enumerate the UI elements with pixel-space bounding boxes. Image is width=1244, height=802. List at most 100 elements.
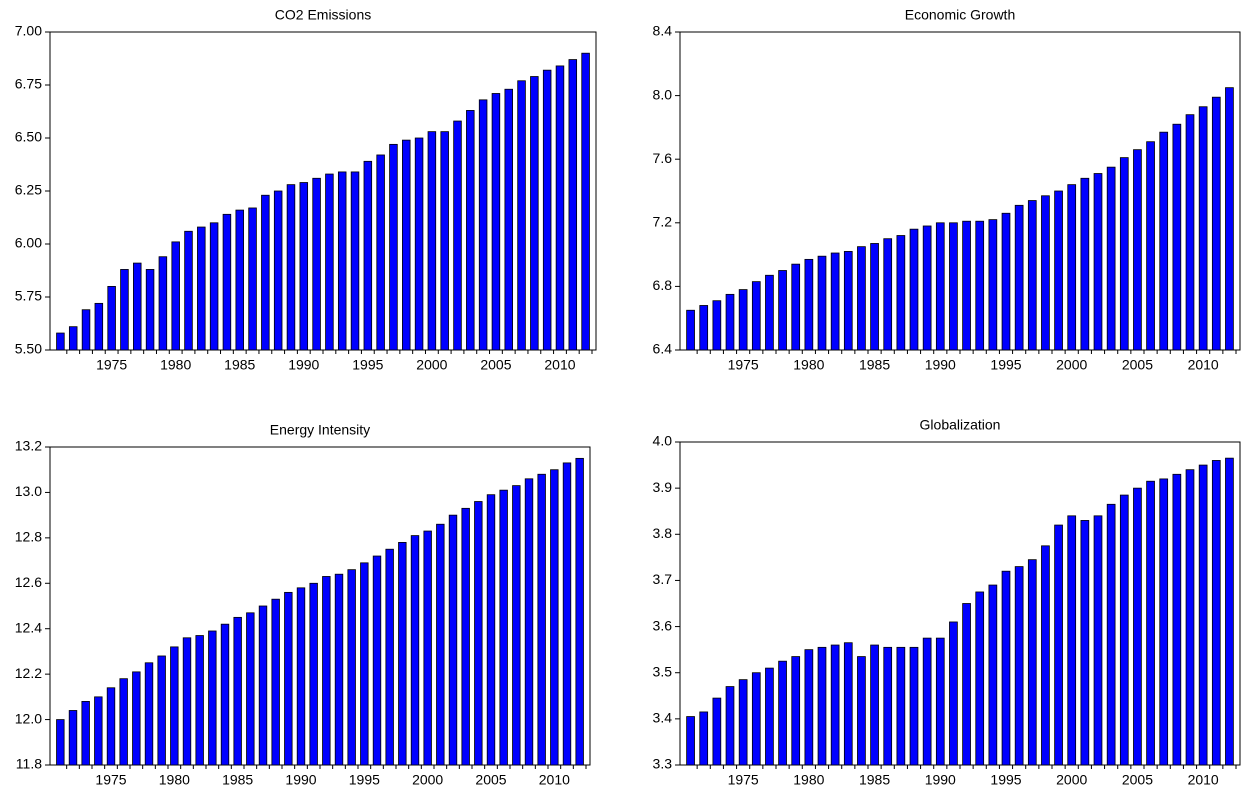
bar [461,507,470,766]
bar [144,662,154,766]
bar [233,616,242,766]
chart-title: Energy Intensity [270,422,370,438]
bar [1146,480,1155,766]
plot-frame [49,31,597,351]
bar [896,646,906,766]
bar [474,501,483,766]
bar [170,646,179,766]
bar [478,99,488,351]
bar [81,701,90,766]
bar-chart: Energy Intensity 11.8 12.0 12.2 12.4 12.6 12.8… [15,422,591,788]
bar [322,576,331,766]
x-tick-label: 1990 [288,357,319,373]
bar [517,80,526,351]
bar [935,637,945,766]
bar [182,637,192,766]
x-tick-label: 2005 [480,357,511,373]
bar [581,52,590,351]
bar [843,642,853,766]
bar [440,131,449,351]
bar [817,646,827,766]
bar [725,293,735,351]
bar [220,623,230,766]
bar [699,305,709,351]
bar [1054,190,1063,351]
y-tick-label: 12.4 [15,619,42,635]
x-tick-label: 2005 [475,772,506,788]
x-tick-label: 2010 [544,357,575,373]
bar [81,309,91,351]
bar [512,485,521,766]
bar [133,262,142,351]
bar [491,93,501,351]
bar [107,285,116,351]
x-tick-label: 2005 [1122,357,1153,373]
y-tick-label: 8.4 [653,23,673,39]
bar [1185,114,1195,351]
bar [568,59,578,351]
bar [273,190,283,351]
bar [68,326,78,351]
bar [334,573,344,766]
bar [542,69,552,351]
bar [1172,123,1182,351]
bar [427,131,437,351]
bar [1133,487,1142,766]
x-tick-label: 1985 [222,772,253,788]
bar [1080,177,1090,351]
bar [778,660,787,766]
bar [350,171,360,351]
bar [883,238,893,351]
bar [1198,464,1208,766]
x-tick-label: 1995 [990,772,1021,788]
bar [1211,96,1221,351]
bar [436,523,445,766]
x-tick-label: 1990 [925,357,956,373]
y-tick-label: 3.6 [653,617,673,633]
bar [376,154,385,351]
y-tick-label: 4.0 [653,433,673,449]
x-tick-label: 1990 [925,772,956,788]
bar [466,110,475,351]
x-tick-label: 1980 [793,357,824,373]
x-tick-label: 2010 [1188,357,1219,373]
bar [751,672,761,766]
x-tick-label: 1995 [990,357,1021,373]
bar [284,591,293,766]
x-tick-label: 2000 [412,772,443,788]
bar [738,679,748,766]
bar [699,711,709,766]
y-tick-label: 6.50 [15,129,42,145]
y-tick-label: 3.3 [653,756,673,772]
plot-frame [49,446,591,766]
chart-title: Globalization [920,417,1001,433]
bar [1001,570,1011,766]
bar [402,139,411,351]
bar [686,309,695,351]
chart-title: CO2 Emissions [275,7,371,23]
x-tick-label: 1990 [285,772,316,788]
bar [804,649,814,766]
x-tick-label: 1975 [728,772,759,788]
bar [1093,515,1103,766]
bar [1133,149,1142,351]
bar [246,612,255,766]
bar [922,225,932,351]
bar [949,621,958,766]
x-tick-label: 1985 [224,357,255,373]
bar [171,241,180,351]
bar [448,514,458,766]
bar [1106,166,1116,351]
bar [360,562,369,766]
x-tick-label: 2010 [1188,772,1219,788]
bar [157,655,166,766]
bar-chart: Economic Growth 6.4 6.8 7.2 7.6 8.0 8.4 1975 198… [653,7,1241,373]
bar [119,678,128,766]
bar [499,489,508,766]
bar [1119,157,1129,351]
bar [909,228,919,351]
y-tick-label: 6.4 [653,341,673,357]
x-tick-label: 1995 [349,772,380,788]
bar [1146,141,1155,351]
